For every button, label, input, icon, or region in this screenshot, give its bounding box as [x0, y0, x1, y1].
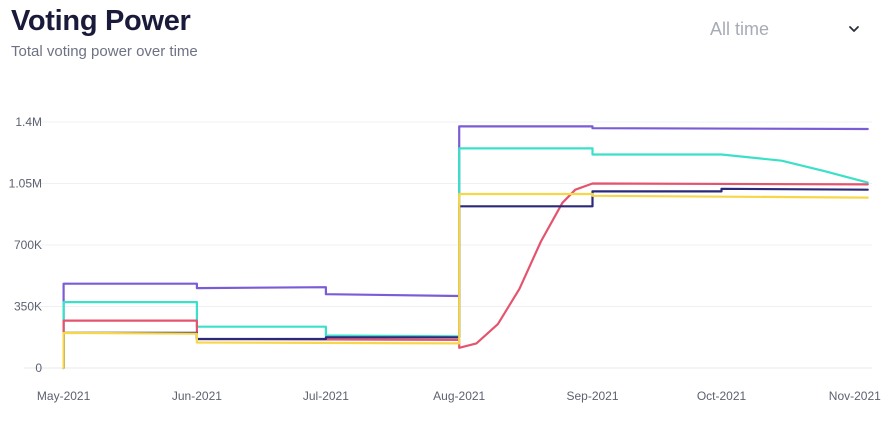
y-tick-label: 700K: [14, 238, 42, 252]
y-tick-label: 350K: [14, 300, 42, 314]
x-tick-label: May-2021: [37, 389, 91, 403]
time-range-select[interactable]: All time: [700, 12, 870, 46]
x-tick-label: Jul-2021: [303, 389, 349, 403]
page-subtitle: Total voting power over time: [11, 43, 198, 60]
series-line: [62, 182, 869, 370]
series-line: [62, 187, 869, 370]
x-tick-label: Oct-2021: [697, 389, 747, 403]
series-line: [62, 147, 869, 370]
y-tick-label: 0: [35, 361, 42, 375]
x-tick-label: Nov-2021: [829, 389, 881, 403]
chevron-down-icon: [849, 26, 859, 32]
x-tick-label: Sep-2021: [566, 389, 618, 403]
series-line: [62, 192, 869, 370]
page-title: Voting Power: [11, 5, 191, 37]
x-tick-label: Jun-2021: [172, 389, 222, 403]
x-tick-label: Aug-2021: [433, 389, 485, 403]
series-line: [62, 125, 869, 370]
y-tick-label: 1.4M: [15, 115, 42, 129]
time-range-value: All time: [710, 18, 770, 39]
y-tick-label: 1.05M: [9, 177, 42, 191]
